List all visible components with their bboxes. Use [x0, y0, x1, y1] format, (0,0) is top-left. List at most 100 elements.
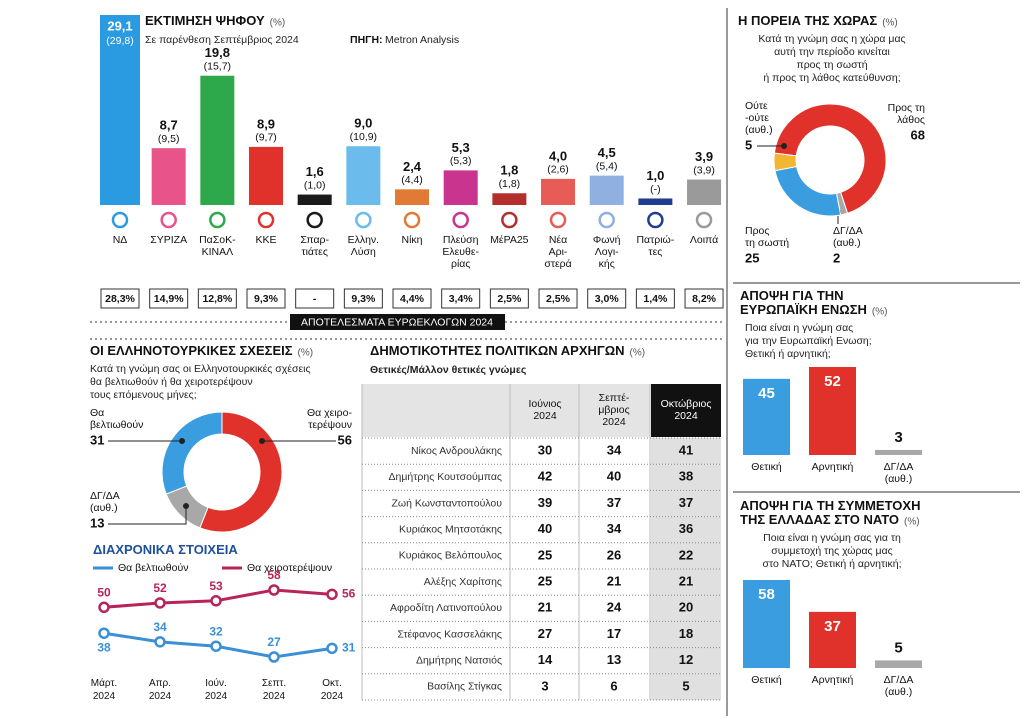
cell-value: 14 [538, 652, 553, 667]
leader-dot [259, 438, 265, 444]
cell-value: 26 [607, 547, 621, 562]
euro-value-label: 3,4% [449, 293, 474, 305]
column-header-line: Ιούνιος [529, 398, 562, 410]
slice-value: 25 [745, 250, 759, 265]
slice-label-line: Ούτε [745, 100, 768, 112]
euro-value-label: 2,5% [546, 293, 571, 305]
category-label-line: ρίας [451, 258, 470, 270]
x-label-line: 2024 [205, 691, 228, 702]
subtitle-line: Θετική ή αρνητική; [745, 348, 831, 360]
highlight-cell [651, 569, 721, 596]
euro-box [295, 288, 335, 309]
category-label-line: ΚΙΝΑΛ [202, 246, 234, 258]
slice-label-line: (αυθ.) [833, 237, 861, 249]
category-label-line: Θετική [751, 461, 782, 473]
column-header-line: 2024 [602, 416, 626, 428]
unit: (%) [882, 18, 898, 29]
category-label: Φωνή Λογι-κής [593, 234, 621, 270]
cell-value: 34 [607, 521, 622, 536]
slice-value: 5 [745, 137, 752, 152]
euro-results-label: ΑΠΟΤΕΛΕΣΜΑΤΑ ΕΥΡΩΕΚΛΟΓΩΝ 2024 [301, 316, 493, 328]
point-label: 34 [153, 620, 167, 634]
category-label: Πατριώ-τες [636, 234, 674, 258]
euro-box [149, 288, 189, 309]
subtitle-line: για την Ευρωπαϊκή Ενωση; [745, 335, 872, 347]
previous-value-label: (15,7) [204, 61, 231, 73]
bar [297, 194, 332, 205]
euro-value-label: 2,5% [497, 293, 522, 305]
cell-value: 6 [610, 678, 617, 693]
subtitle-line: θα βελτιωθούν ή θα χειροτερέψουν [90, 376, 253, 388]
category-label-line: (αυθ.) [885, 473, 913, 485]
value-label: 9,0 [354, 116, 372, 131]
category-label-line: στερά [544, 258, 571, 270]
cell-value: 12 [679, 652, 693, 667]
row-name: Κυριάκος Μητσοτάκης [399, 523, 502, 535]
cell-value: 21 [679, 574, 693, 589]
slice-label-line: (αυθ.) [745, 124, 773, 136]
euro-box [489, 288, 529, 309]
donut-slice [773, 103, 887, 214]
bar [743, 580, 790, 668]
subtitle: Κατά τη γνώμη σας οι Ελληνοτουρκικές σχέ… [90, 363, 311, 401]
row-name: Κυριάκος Βελόπουλος [399, 550, 502, 562]
highlight-cell [651, 595, 721, 622]
euro-box [100, 288, 140, 309]
cell-value: 22 [679, 547, 693, 562]
title: ΑΠΟΨΗ ΓΙΑ ΤΗ ΣΥΜΜΕΤΟΧΗ ΤΗΣ ΕΛΛΑΔΑΣ ΣΤΟ ΝΑ… [740, 498, 920, 527]
bar [809, 611, 856, 668]
euro-box [538, 288, 578, 309]
euro-box [684, 288, 724, 309]
party-logo [549, 211, 567, 229]
unit: (%) [270, 18, 286, 29]
slice-value: 68 [911, 127, 925, 142]
category-label: Αρνητική [812, 461, 854, 473]
category-label: ΔΓ/ΔΑ (αυθ.) [884, 461, 914, 485]
donut-slice [161, 411, 223, 495]
slice-label: Προς τη λάθος [888, 102, 926, 126]
category-label: ΝΔ [113, 234, 128, 246]
point [154, 636, 166, 648]
slice-label-line: ΔΓ/ΔΑ [833, 225, 863, 237]
x-label-line: 2024 [263, 691, 286, 702]
cell-value: 38 [679, 469, 693, 484]
value-label: 4,5 [598, 145, 616, 160]
category-label-line: τες [648, 246, 662, 258]
previous-value-label: (9,7) [255, 132, 277, 144]
category-label: Αρνητική [812, 674, 854, 686]
value-label: 4,0 [549, 148, 567, 163]
x-label: Μάρτ. 2024 [91, 677, 117, 702]
slice-value: 56 [338, 432, 352, 447]
bar [638, 198, 673, 205]
x-label-line: 2024 [321, 691, 344, 702]
point-label: 31 [342, 641, 356, 655]
euro-value-label: 3,0% [595, 293, 620, 305]
point [98, 627, 110, 639]
value-label: 5,3 [452, 140, 470, 155]
legend-label: Θα βελτιωθούν [118, 562, 188, 574]
title-line: ΑΠΟΨΗ ΓΙΑ ΤΗΝ [740, 288, 844, 303]
category-label-line: (αυθ.) [885, 686, 913, 698]
euro-value-label: 9,3% [351, 293, 376, 305]
x-label: Ιούν. 2024 [205, 677, 228, 702]
subtitle-line: τους επόμενους μήνες; [90, 389, 197, 401]
title-line: ΤΗΣ ΕΛΛΑΔΑΣ ΣΤΟ ΝΑΤΟ [740, 512, 899, 527]
title-line: Η ΠΟΡΕΙΑ ΤΗΣ ΧΩΡΑΣ [738, 13, 877, 28]
category-label-line: ΠαΣοΚ- [199, 234, 236, 246]
point-label: 50 [97, 585, 111, 599]
party-logo [257, 211, 275, 229]
category-label-line: Αρι- [549, 246, 568, 258]
value-label: 52 [824, 373, 841, 390]
slice-label-line: (αυθ.) [90, 502, 118, 514]
slice-label-line: ΔΓ/ΔΑ [90, 490, 120, 502]
cell-value: 42 [538, 469, 552, 484]
leader-dot [781, 143, 787, 149]
title-line: ΕΚΤΙΜΗΣΗ ΨΗΦΟΥ [145, 13, 265, 28]
x-label-line: 2024 [149, 691, 172, 702]
value-label: 19,8 [205, 45, 230, 60]
leader-dot [179, 438, 185, 444]
column-header: Οκτώβριος 2024 [661, 398, 712, 422]
cell-value: 5 [682, 678, 689, 693]
slice-label-line: λάθος [897, 114, 925, 126]
value-label: 29,1 [107, 18, 132, 33]
